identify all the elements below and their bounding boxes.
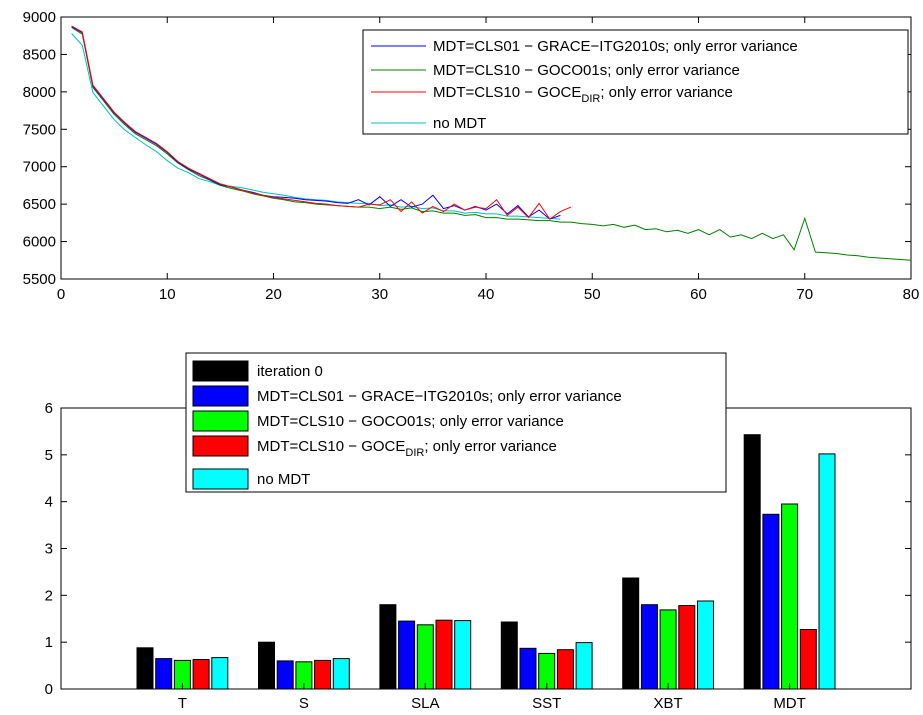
bar-sla-series-4 [435,619,453,690]
line-legend: MDT=CLS01 − GRACE−ITG2010s; only error v… [362,29,909,135]
y-tick-label: 5500 [23,271,56,288]
bar-mdt-series-3 [781,503,799,690]
line-series-mdt-cls10-goco01s-only-error-variance [71,27,912,261]
y-tick-label: 6 [45,400,53,417]
bar-legend-swatch-5 [192,468,249,490]
line-series-mdt-cls10-goce-dir-only-error-variance [71,25,572,220]
y-tick-label: 8500 [23,46,56,63]
bar-mdt-series-4 [799,629,817,690]
line-axes: 0 10 20 30 40 50 60 70 80 5500 6000 6500 7000 7500 800… [23,9,920,303]
bar-legend-label-3: MDT=CLS10 − GOCO01s; only error variance [257,413,564,430]
bar-sst-series-1 [500,621,518,690]
bar-chart: T S SLA SST XBT MDT 0 1 2 3 4 5 6 iteration 0 MDT=CLS… [45,352,912,712]
category-label-sla: SLA [411,695,439,712]
x-tick-label: 30 [371,286,388,303]
y-tick-label: 1 [45,634,53,651]
x-tick-label: 0 [57,286,65,303]
bar-t-series-1 [136,647,154,690]
y-tick-label: 9000 [23,9,56,26]
category-label-sst: SST [532,695,561,712]
bar-mdt-series-5 [818,453,836,690]
bar-s-series-4 [314,659,332,690]
category-label-xbt: XBT [654,695,683,712]
line-legend-label-2: MDT=CLS10 − GOCO01s; only error variance [433,62,740,79]
bar-sst-series-4 [556,649,574,690]
y-tick-label: 0 [45,681,53,698]
bar-legend-label-5: no MDT [257,471,310,488]
bar-xbt-series-3 [659,609,677,690]
line-legend-label-4: no MDT [433,115,486,132]
line-legend-box [362,29,909,135]
bar-t-series-5 [211,657,229,690]
bar-legend-swatch-2 [192,385,249,407]
bar-xbt-series-2 [640,604,658,690]
bar-xbt-series-1 [622,577,640,690]
bar-s-series-5 [332,658,350,690]
bar-legend-label-2: MDT=CLS01 − GRACE−ITG2010s; only error v… [257,388,622,405]
bar-sst-series-5 [575,642,593,690]
x-tick-label: 70 [796,286,813,303]
category-label-mdt: MDT [773,695,806,712]
bar-sla-series-1 [379,604,397,690]
bar-legend-swatch-1 [192,360,249,382]
y-tick-label: 6000 [23,234,56,251]
bar-legend-label-4: MDT=CLS10 − GOCEDIR; only error variance [257,438,557,459]
y-tick-label: 7000 [23,159,56,176]
x-tick-label: 20 [265,286,282,303]
y-tick-label: 5 [45,447,53,464]
x-tick-label: 40 [478,286,495,303]
bar-sla-series-5 [454,620,472,690]
category-label-s: S [299,695,309,712]
y-tick-label: 8000 [23,84,56,101]
y-tick-label: 3 [45,541,53,558]
y-tick-label: 7500 [23,121,56,138]
y-tick-label: 4 [45,494,53,511]
line-series-layer [71,25,912,261]
bar-t-series-2 [155,658,173,690]
bar-axes: T S SLA SST XBT MDT 0 1 2 3 4 5 6 [45,400,911,712]
bar-legend-label-1: iteration 0 [257,363,323,380]
bar-mdt-series-2 [762,513,780,690]
line-series-no-mdt [71,33,561,220]
bar-legend: iteration 0 MDT=CLS01 − GRACE−ITG2010s; o… [185,352,727,493]
bar-xbt-series-4 [678,605,696,690]
y-tick-label: 6500 [23,196,56,213]
x-tick-label: 80 [903,286,920,303]
x-tick-label: 50 [584,286,601,303]
line-chart: 0 10 20 30 40 50 60 70 80 5500 6000 6500 7000 7500 800… [23,9,920,303]
bar-mdt-series-1 [743,434,761,690]
line-legend-label-3: MDT=CLS10 − GOCEDIR; only error variance [433,84,733,105]
bar-legend-swatch-4 [192,435,249,457]
category-label-t: T [178,695,187,712]
bar-t-series-4 [192,659,210,690]
bar-sla-series-2 [398,620,416,690]
bar-legend-box [185,352,727,493]
bar-sla-series-3 [416,624,434,690]
bar-legend-swatch-3 [192,410,249,432]
x-tick-label: 10 [159,286,176,303]
y-tick-label: 2 [45,587,53,604]
bar-sst-series-2 [519,647,537,690]
bar-series-layer [136,434,836,690]
bar-s-series-2 [276,660,294,690]
line-legend-label-1: MDT=CLS01 − GRACE−ITG2010s; only error v… [433,38,798,55]
bar-xbt-series-5 [697,600,714,690]
bar-s-series-1 [258,641,275,690]
x-tick-label: 60 [690,286,707,303]
